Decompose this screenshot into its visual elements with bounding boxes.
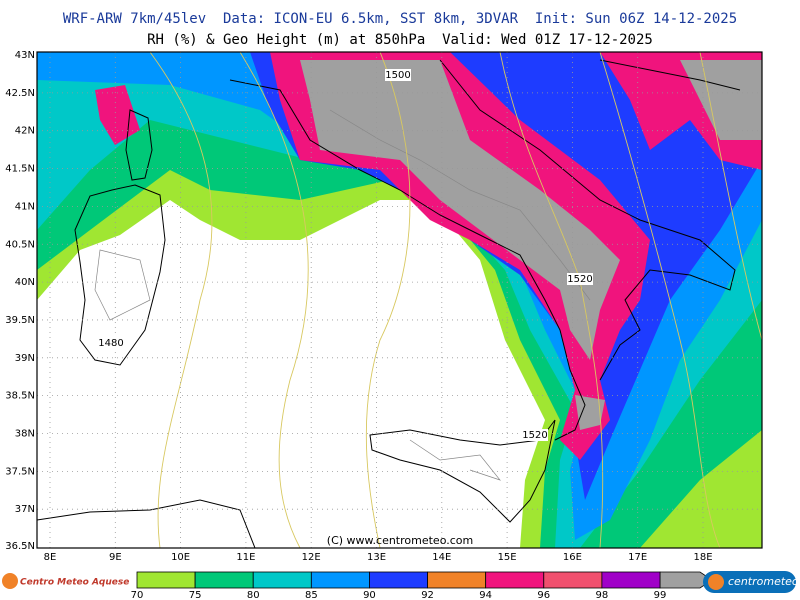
lat-label: 42N [15, 126, 35, 137]
colorbar-swatch [427, 571, 487, 589]
lat-label: 43N [15, 50, 35, 61]
lon-label: 16E [563, 552, 582, 563]
lon-label: 12E [302, 552, 321, 563]
subtitle: RH (%) & Geo Height (m) at 850hPa Valid:… [147, 32, 653, 48]
lon-label: 10E [171, 552, 190, 563]
colorbar-label: 92 [421, 590, 434, 600]
lon-label: 18E [693, 552, 712, 563]
logo-right-icon [708, 574, 724, 590]
lon-label: 15E [498, 552, 517, 563]
colorbar: 70 75 80 85 90 92 94 96 98 99 [131, 571, 713, 600]
title: WRF-ARW 7km/45lev Data: ICON-EU 6.5km, S… [63, 11, 737, 27]
colorbar-swatch [194, 571, 254, 589]
credit: (C) www.centrometeo.com [327, 534, 473, 547]
contour-label: 1520 [522, 430, 547, 441]
logo-right-bg [703, 571, 796, 593]
map-frame [36, 51, 763, 549]
lat-label: 37N [15, 504, 35, 515]
contour-label: 1500 [385, 70, 410, 81]
logo-left: Centro Meteo Aquese [20, 578, 129, 588]
lat-label: 42.5N [5, 88, 35, 99]
contour-label: 1520 [567, 274, 592, 285]
colorbar-swatch [310, 571, 370, 589]
colorbar-label: 70 [131, 590, 144, 600]
colorbar-swatch [601, 571, 661, 589]
lat-label: 39.5N [5, 315, 35, 326]
lat-label: 40N [15, 277, 35, 288]
logo-right: centrometeo [728, 575, 799, 588]
lon-label: 9E [109, 552, 122, 563]
colorbar-swatch [543, 571, 603, 589]
lat-label: 41.5N [5, 164, 35, 175]
lon-label: 11E [236, 552, 255, 563]
lon-label: 14E [432, 552, 451, 563]
colorbar-label: 80 [247, 590, 260, 600]
map: 1500 1520 1480 1520 (C) www.centrometeo.… [37, 52, 762, 548]
lon-label: 8E [44, 552, 57, 563]
lat-label: 38.5N [5, 391, 35, 402]
colorbar-swatch [252, 571, 312, 589]
colorbar-swatch [136, 571, 196, 589]
colorbar-label: 94 [479, 590, 492, 600]
colorbar-label: 75 [189, 590, 202, 600]
colorbar-label: 96 [537, 590, 550, 600]
lat-label: 37.5N [5, 466, 35, 477]
lat-label: 40.5N [5, 239, 35, 250]
lat-label: 38N [15, 429, 35, 440]
contour-label: 1480 [98, 338, 123, 349]
lat-label: 41N [15, 201, 35, 212]
colorbar-swatch [369, 571, 428, 589]
lat-label: 39N [15, 353, 35, 364]
colorbar-label: 90 [363, 590, 376, 600]
colorbar-swatch [485, 571, 545, 589]
colorbar-label: 85 [305, 590, 318, 600]
colorbar-label: 99 [654, 590, 667, 600]
lat-label: 36.5N [5, 541, 35, 552]
lon-label: 17E [628, 552, 647, 563]
colorbar-label: 98 [596, 590, 609, 600]
lon-label: 13E [367, 552, 386, 563]
logo-left-icon [2, 573, 18, 589]
